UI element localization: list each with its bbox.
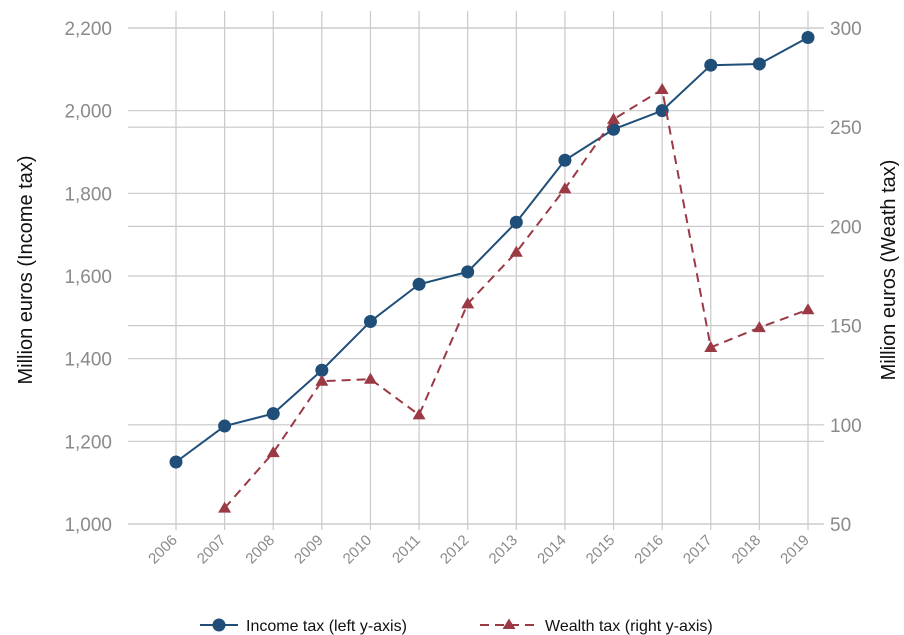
data-point-income-tax — [801, 31, 815, 45]
data-point-income-tax — [461, 265, 475, 279]
left-y-axis-title: Million euros (Income tax) — [15, 156, 37, 385]
right-y-tick-label: 250 — [830, 118, 862, 139]
data-point-wealth-tax — [558, 182, 572, 194]
data-point-income-tax — [558, 153, 572, 167]
data-point-wealth-tax — [607, 112, 621, 124]
legend-income-label: Income tax (left y-axis) — [246, 618, 407, 635]
data-point-income-tax — [218, 419, 232, 433]
left-y-tick-label: 1,600 — [64, 267, 112, 288]
x-tick-label: 2017 — [680, 532, 716, 568]
right-y-tick-label: 150 — [830, 317, 862, 338]
right-y-tick-label: 100 — [830, 416, 862, 437]
x-tick-label: 2018 — [729, 532, 765, 568]
x-tick-label: 2019 — [777, 532, 813, 568]
data-point-income-tax — [704, 58, 718, 72]
data-point-income-tax — [655, 104, 669, 118]
data-point-wealth-tax — [752, 321, 766, 333]
x-tick-label: 2006 — [145, 532, 181, 568]
series-line-income-tax — [175, 36, 809, 463]
left-y-axis-tick-labels: 1,000 1,200 1,400 1,600 1,800 2,000 2,200 — [64, 19, 112, 536]
left-y-tick-label: 1,800 — [64, 184, 112, 205]
legend-wealth-marker — [502, 618, 516, 629]
legend: Income tax (left y-axis) Wealth tax (rig… — [200, 618, 713, 635]
data-point-wealth-tax — [655, 83, 669, 95]
data-point-wealth-tax — [218, 501, 232, 513]
right-y-tick-label: 300 — [830, 19, 862, 40]
legend-item-wealth-tax: Wealth tax (right y-axis) — [480, 618, 713, 635]
x-tick-label: 2012 — [437, 532, 473, 568]
data-point-wealth-tax — [801, 303, 815, 315]
data-point-wealth-tax — [363, 372, 377, 384]
data-point-wealth-tax — [412, 408, 426, 420]
data-point-income-tax — [607, 122, 621, 136]
left-y-tick-label: 2,200 — [64, 19, 112, 40]
x-axis-tick-labels: 2006 2007 2008 2009 2010 2011 2012 2013 2014 2015… — [145, 532, 813, 568]
x-tick-label: 2013 — [486, 532, 522, 568]
data-point-wealth-tax — [461, 297, 475, 309]
legend-income-marker — [212, 618, 226, 632]
data-point-income-tax — [412, 277, 426, 291]
x-tick-label: 2008 — [242, 532, 278, 568]
left-y-tick-label: 1,000 — [64, 515, 112, 536]
data-point-wealth-tax — [315, 374, 329, 386]
left-y-tick-label: 1,200 — [64, 432, 112, 453]
series-income-tax — [169, 31, 815, 469]
series-wealth-tax — [218, 83, 815, 513]
series-layer — [169, 31, 815, 513]
data-point-income-tax — [169, 455, 183, 469]
data-point-wealth-tax — [509, 245, 523, 257]
x-tick-label: 2007 — [194, 532, 230, 568]
x-tick-label: 2014 — [534, 532, 570, 568]
x-tick-label: 2011 — [389, 532, 424, 567]
legend-item-income-tax: Income tax (left y-axis) — [200, 618, 407, 635]
data-point-income-tax — [509, 215, 523, 229]
right-y-axis-title: Million euros (Weath tax) — [878, 160, 900, 381]
x-tick-label: 2009 — [291, 532, 327, 568]
data-point-wealth-tax — [266, 446, 280, 458]
left-y-tick-label: 2,000 — [64, 102, 112, 123]
legend-wealth-label: Wealth tax (right y-axis) — [545, 618, 713, 635]
data-point-income-tax — [752, 57, 766, 71]
x-tick-label: 2016 — [631, 532, 667, 568]
right-y-tick-label: 50 — [830, 515, 851, 536]
data-point-wealth-tax — [704, 340, 718, 352]
data-point-income-tax — [266, 407, 280, 421]
grid — [128, 11, 824, 530]
x-tick-label: 2015 — [583, 532, 619, 568]
x-tick-label: 2010 — [340, 532, 376, 568]
data-point-income-tax — [315, 363, 329, 377]
data-point-income-tax — [363, 314, 377, 328]
right-y-axis-tick-labels: 50 100 150 200 250 300 — [830, 19, 862, 536]
left-y-tick-label: 1,400 — [64, 350, 112, 371]
right-y-tick-label: 200 — [830, 217, 862, 238]
